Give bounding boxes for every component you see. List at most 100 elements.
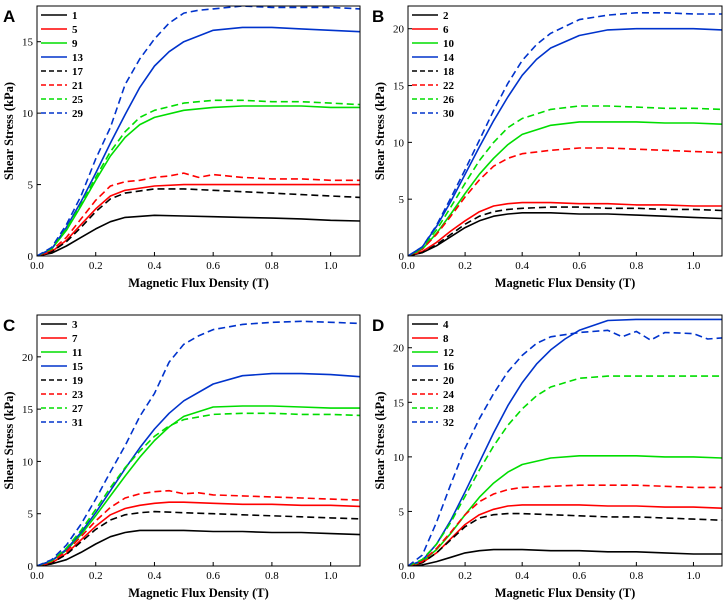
legend-label-5: 5 bbox=[72, 24, 78, 36]
x-tick-label: 0.0 bbox=[30, 260, 44, 272]
series-group bbox=[408, 318, 722, 566]
y-tick-label: 10 bbox=[22, 108, 34, 120]
series-line-3 bbox=[37, 529, 360, 566]
series-line-2 bbox=[408, 212, 722, 256]
legend: 3 7 11 15 19 23 27 31 bbox=[41, 319, 84, 429]
y-tick-label: 0 bbox=[399, 561, 405, 573]
x-axis-title: Magnetic Flux Density (T) bbox=[128, 276, 269, 290]
series-line-5 bbox=[37, 183, 360, 256]
series-line-30 bbox=[408, 12, 722, 256]
series-line-25 bbox=[37, 99, 360, 256]
y-tick-label: 15 bbox=[393, 81, 405, 93]
x-tick-label: 1.0 bbox=[324, 570, 338, 582]
series-line-24 bbox=[408, 484, 722, 566]
legend-label-1: 1 bbox=[72, 10, 78, 22]
y-tick-label: 5 bbox=[399, 194, 405, 206]
y-tick-label: 0 bbox=[399, 251, 405, 263]
panel-letter: D bbox=[372, 316, 384, 335]
y-axis-title: Shear Stress (kPa) bbox=[373, 82, 387, 180]
x-tick-label: 0.0 bbox=[30, 570, 44, 582]
series-line-17 bbox=[37, 188, 360, 256]
legend: 4 8 12 16 20 24 28 32 bbox=[412, 319, 455, 429]
legend-label-24: 24 bbox=[443, 389, 455, 401]
panel-letter: B bbox=[372, 7, 384, 26]
series-line-18 bbox=[408, 206, 722, 256]
legend-label-30: 30 bbox=[443, 108, 455, 120]
legend-label-11: 11 bbox=[72, 347, 82, 359]
plot-frame bbox=[407, 314, 723, 567]
series-line-29 bbox=[37, 6, 360, 256]
y-tick-label: 15 bbox=[393, 397, 405, 409]
series-line-11 bbox=[37, 405, 360, 566]
panel-c: 0.0 0.2 0.4 0.6 0.8 1.0 0 5 10 15 20 Magnetic Flux … bbox=[2, 314, 361, 600]
series-line-26 bbox=[408, 105, 722, 256]
legend-label-27: 27 bbox=[72, 403, 84, 415]
y-axis-title: Shear Stress (kPa) bbox=[2, 82, 16, 180]
x-tick-label: 0.0 bbox=[401, 260, 415, 272]
y-axis-title: Shear Stress (kPa) bbox=[373, 391, 387, 489]
plot-frame bbox=[36, 5, 361, 257]
series-line-8 bbox=[408, 504, 722, 566]
series-line-4 bbox=[408, 548, 722, 566]
series-line-23 bbox=[37, 489, 360, 566]
x-tick-label: 0.8 bbox=[629, 260, 643, 272]
y-tick-label: 10 bbox=[22, 456, 34, 468]
x-tick-label: 0.4 bbox=[515, 260, 529, 272]
legend-label-15: 15 bbox=[72, 361, 84, 373]
x-tick-label: 0.2 bbox=[89, 260, 103, 272]
y-tick-label: 10 bbox=[393, 137, 405, 149]
series-line-9 bbox=[37, 105, 360, 256]
legend-label-13: 13 bbox=[72, 52, 84, 64]
legend-label-25: 25 bbox=[72, 94, 84, 106]
x-tick-label: 0.2 bbox=[458, 570, 472, 582]
series-line-6 bbox=[408, 201, 722, 256]
series-line-22 bbox=[408, 147, 722, 256]
series-line-31 bbox=[37, 320, 360, 566]
x-tick-label: 0.2 bbox=[458, 260, 472, 272]
y-tick-label: 10 bbox=[393, 452, 405, 464]
x-tick-label: 0.4 bbox=[515, 570, 529, 582]
x-tick-label: 0.6 bbox=[206, 570, 220, 582]
x-tick-label: 0.8 bbox=[265, 570, 279, 582]
legend-label-19: 19 bbox=[72, 375, 84, 387]
legend-label-8: 8 bbox=[443, 333, 449, 345]
x-tick-label: 0.0 bbox=[401, 570, 415, 582]
y-axis-title: Shear Stress (kPa) bbox=[2, 391, 16, 489]
x-tick-label: 1.0 bbox=[324, 260, 338, 272]
series-line-7 bbox=[37, 501, 360, 566]
x-tick-label: 1.0 bbox=[687, 260, 701, 272]
series-line-20 bbox=[408, 512, 722, 566]
x-axis-title: Magnetic Flux Density (T) bbox=[495, 276, 636, 290]
y-tick-label: 15 bbox=[22, 404, 34, 416]
plot-frame bbox=[407, 5, 723, 257]
y-tick-label: 20 bbox=[22, 352, 34, 364]
x-tick-label: 0.6 bbox=[206, 260, 220, 272]
x-tick-label: 0.4 bbox=[148, 260, 162, 272]
series-line-32 bbox=[408, 329, 722, 566]
legend-label-10: 10 bbox=[443, 38, 455, 50]
x-tick-label: 1.0 bbox=[687, 570, 701, 582]
series-line-16 bbox=[408, 318, 722, 566]
legend-label-28: 28 bbox=[443, 403, 455, 415]
legend-label-7: 7 bbox=[72, 333, 78, 345]
x-axis-title: Magnetic Flux Density (T) bbox=[128, 586, 269, 600]
legend-label-21: 21 bbox=[72, 80, 83, 92]
legend-label-4: 4 bbox=[443, 319, 449, 331]
panel-b: 0.0 0.2 0.4 0.6 0.8 1.0 0 5 10 15 20 Magnetic Flux … bbox=[372, 5, 723, 290]
y-tick-label: 5 bbox=[28, 509, 34, 521]
legend-label-14: 14 bbox=[443, 52, 455, 64]
panel-d: 0.0 0.2 0.4 0.6 0.8 1.0 0 5 10 15 20 Magnetic Flux … bbox=[372, 314, 723, 600]
series-line-15 bbox=[37, 372, 360, 566]
x-tick-label: 0.8 bbox=[629, 570, 643, 582]
panel-letter: C bbox=[3, 316, 15, 335]
series-line-14 bbox=[408, 27, 722, 256]
legend-label-20: 20 bbox=[443, 375, 455, 387]
legend-label-26: 26 bbox=[443, 94, 455, 106]
series-group bbox=[37, 6, 360, 256]
legend-label-2: 2 bbox=[443, 10, 449, 22]
x-tick-label: 0.8 bbox=[265, 260, 279, 272]
y-tick-label: 5 bbox=[28, 180, 34, 192]
plot-frame bbox=[36, 314, 361, 567]
